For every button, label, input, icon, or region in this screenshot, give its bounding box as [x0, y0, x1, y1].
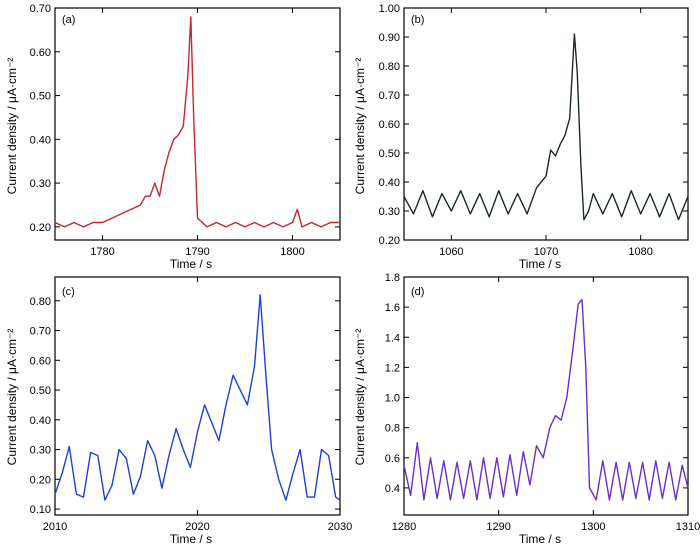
panel-b-y-tick-label: 0.90	[379, 32, 400, 44]
panel-b-x-tick-label: 1070	[534, 246, 558, 258]
panel-b-y-tick-label: 0.60	[379, 119, 400, 131]
panel-c: (c) Current density / μA·cm⁻² Time / s 0…	[5, 276, 352, 546]
panel-d-x-tick-label: 1310	[676, 521, 700, 533]
panel-c-y-tick-label: 0.30	[30, 445, 51, 457]
panel-c-x-tick-label: 2020	[185, 521, 209, 533]
panel-b-y-tick-label: 0.80	[379, 61, 400, 73]
panel-d-y-tick-label: 1.8	[385, 272, 400, 284]
panel-b-x-tick-label: 1080	[628, 246, 652, 258]
panel-d-x-tick-label: 1290	[486, 521, 510, 533]
panel-c-x-axis-label: Time / s	[170, 532, 212, 546]
panel-a-y-tick-label: 0.40	[30, 134, 51, 146]
panel-c-y-axis-label: Current density / μA·cm⁻²	[5, 329, 19, 466]
panel-d-y-tick-label: 1.0	[385, 393, 400, 405]
panel-a: (a) Current density / μA·cm⁻² Time / s 0…	[5, 3, 341, 271]
panel-a-x-axis-label: Time / s	[170, 257, 212, 271]
panel-d-y-axis-label: Current density / μA·cm⁻²	[353, 329, 367, 466]
panel-d-y-tick-label: 0.8	[385, 423, 400, 435]
panel-b-series-line	[403, 33, 689, 221]
panel-b-x-axis-label: Time / s	[519, 257, 561, 271]
panel-b: (b) Current density / μA·cm⁻² Time / s 0…	[353, 3, 689, 271]
panel-c-letter: (c)	[62, 286, 75, 298]
panel-a-y-axis-label: Current density / μA·cm⁻²	[5, 58, 19, 195]
panel-b-x-tick-label: 1060	[439, 246, 463, 258]
panel-d: (d) Current density / μA·cm⁻² Time / s 0…	[353, 272, 700, 546]
panel-d-x-tick-label: 1280	[392, 521, 416, 533]
panel-c-y-tick-label: 0.40	[30, 415, 51, 427]
panel-c-y-tick-label: 0.80	[30, 296, 51, 308]
panel-d-x-axis-label: Time / s	[519, 532, 561, 546]
panel-a-x-tick-label: 1790	[185, 246, 209, 258]
panel-b-letter: (b)	[411, 14, 424, 26]
panel-d-series-line	[403, 298, 689, 501]
panel-b-y-tick-label: 0.30	[379, 206, 400, 218]
panel-a-y-tick-label: 0.20	[30, 222, 51, 234]
panel-b-y-tick-label: 0.20	[379, 235, 400, 247]
panel-c-y-tick-label: 0.20	[30, 474, 51, 486]
panel-d-y-tick-label: 0.4	[385, 483, 400, 495]
panel-c-y-tick-label: 0.60	[30, 355, 51, 367]
panel-d-y-tick-label: 1.6	[385, 302, 400, 314]
panel-d-y-tick-label: 0.6	[385, 453, 400, 465]
panel-a-x-tick-label: 1800	[280, 246, 304, 258]
panel-d-plot-frame	[403, 276, 689, 516]
panel-a-x-tick-label: 1780	[90, 246, 114, 258]
panel-b-y-tick-label: 0.40	[379, 177, 400, 189]
panel-a-y-tick-label: 0.70	[30, 3, 51, 15]
panel-d-y-tick-label: 1.4	[385, 332, 400, 344]
panel-c-x-tick-label: 2030	[328, 521, 352, 533]
panel-b-y-tick-label: 1.00	[379, 3, 400, 15]
panel-a-series-line	[54, 16, 340, 228]
panel-d-x-tick-label: 1300	[581, 521, 605, 533]
panel-b-y-axis-label: Current density / μA·cm⁻²	[353, 58, 367, 195]
panel-a-y-tick-label: 0.50	[30, 91, 51, 103]
panel-d-y-tick-label: 1.2	[385, 362, 400, 374]
panel-c-plot-frame	[54, 276, 341, 516]
panel-b-y-tick-label: 0.50	[379, 148, 400, 160]
panel-a-y-tick-label: 0.60	[30, 47, 51, 59]
panel-c-y-tick-label: 0.10	[30, 504, 51, 516]
panel-c-y-tick-label: 0.70	[30, 326, 51, 338]
panel-a-letter: (a)	[62, 14, 75, 26]
panel-c-x-tick-label: 2010	[43, 521, 67, 533]
panel-b-y-tick-label: 0.70	[379, 90, 400, 102]
panel-a-y-tick-label: 0.30	[30, 178, 51, 190]
panel-c-series-line	[54, 294, 341, 501]
panel-c-y-tick-label: 0.50	[30, 385, 51, 397]
panel-d-letter: (d)	[411, 286, 424, 298]
